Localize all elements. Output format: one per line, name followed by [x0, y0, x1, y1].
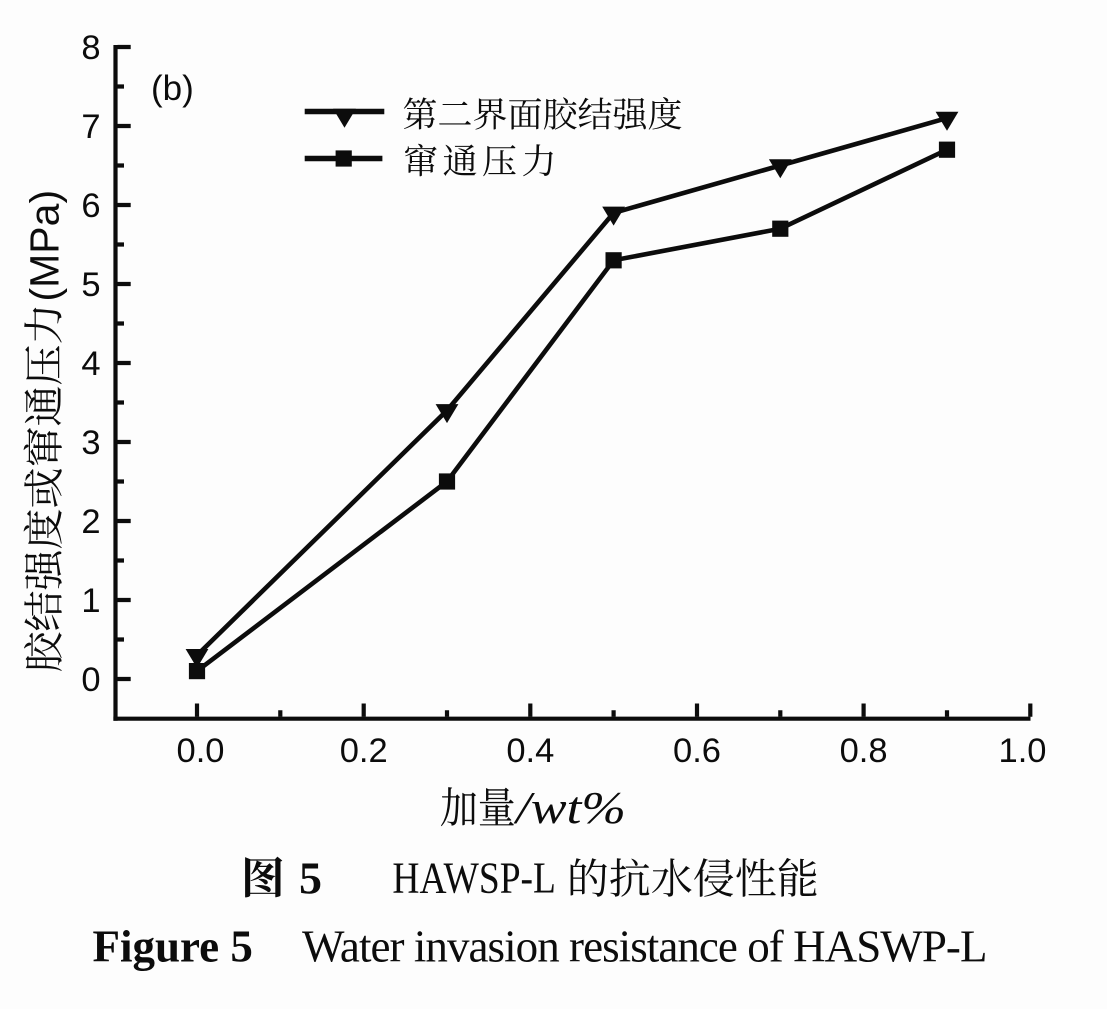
- svg-text:(b): (b): [151, 69, 194, 108]
- svg-text:7: 7: [81, 108, 100, 146]
- svg-text:0.8: 0.8: [840, 732, 888, 770]
- svg-text:5: 5: [299, 853, 322, 904]
- svg-text:6: 6: [81, 187, 100, 225]
- svg-text:HAWSP-L: HAWSP-L: [392, 854, 556, 903]
- svg-text:Water invasion resistance of H: Water invasion resistance of HASWP-L: [302, 922, 986, 972]
- svg-text:4: 4: [81, 345, 100, 383]
- svg-text:/wt%: /wt%: [513, 782, 626, 833]
- svg-text:0.2: 0.2: [340, 732, 388, 770]
- svg-text:0.0: 0.0: [177, 732, 225, 770]
- svg-text:5: 5: [81, 266, 100, 304]
- svg-text:0: 0: [81, 661, 100, 699]
- svg-text:0.6: 0.6: [673, 732, 721, 770]
- svg-text:0.4: 0.4: [506, 732, 554, 770]
- svg-text:(MPa): (MPa): [22, 190, 68, 302]
- svg-text:1.0: 1.0: [999, 732, 1047, 770]
- svg-text:2: 2: [81, 503, 100, 541]
- svg-text:8: 8: [81, 29, 100, 67]
- svg-text:1: 1: [81, 582, 100, 620]
- svg-text:Figure 5: Figure 5: [93, 922, 253, 972]
- svg-text:3: 3: [81, 424, 100, 462]
